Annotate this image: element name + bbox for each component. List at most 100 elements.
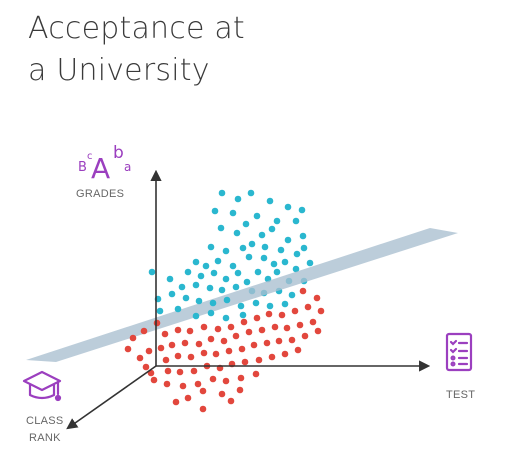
rejected-point (168, 341, 176, 349)
graduation-cap-icon (22, 370, 62, 402)
accepted-point (233, 229, 241, 237)
rejected-point (161, 330, 169, 338)
accepted-point (182, 294, 190, 302)
rejected-point (255, 356, 263, 364)
class-rank-label-line-1: CLASS (26, 415, 64, 427)
rejected-point (179, 382, 187, 390)
title-line-1: Acceptance at (28, 11, 245, 46)
title-line-2: a University (28, 53, 210, 88)
accepted-point (292, 265, 300, 273)
rejected-point (190, 367, 198, 375)
accepted-point (306, 259, 314, 267)
accepted-point (174, 305, 182, 313)
rejected-point (278, 311, 286, 319)
accepted-point (209, 299, 217, 307)
rejected-point (314, 327, 322, 335)
grades-letter-c: c (87, 151, 93, 162)
rejected-point (241, 358, 249, 366)
test-checklist-icon (445, 332, 473, 372)
accepted-point (232, 283, 240, 291)
accepted-point (168, 290, 176, 298)
rejected-point (129, 334, 137, 342)
rejected-point (258, 326, 266, 334)
rejected-point (164, 367, 172, 375)
accepted-point (248, 240, 256, 248)
rejected-point (195, 340, 203, 348)
accepted-point (197, 272, 205, 280)
rejected-point (237, 374, 245, 382)
accepted-point (258, 231, 266, 239)
rejected-point (184, 394, 192, 402)
accepted-point (217, 224, 225, 232)
rejected-point (317, 307, 325, 315)
rejected-point (199, 405, 207, 413)
rejected-point (294, 346, 302, 354)
rejected-point (153, 319, 161, 327)
accepted-point (222, 314, 230, 322)
accepted-point (207, 309, 215, 317)
accepted-point (192, 258, 200, 266)
accepted-point (299, 232, 307, 240)
accepted-point (218, 189, 226, 197)
accepted-point (281, 258, 289, 266)
accepted-point (184, 268, 192, 276)
rejected-point (301, 332, 309, 340)
decision-plane (26, 228, 458, 362)
accepted-point (270, 260, 278, 268)
accepted-point (229, 209, 237, 217)
rejected-point (194, 380, 202, 388)
grades-label: GRADES (76, 188, 124, 200)
accepted-point (234, 195, 242, 203)
rejected-point (250, 341, 258, 349)
accepted-point (222, 247, 230, 255)
rejected-point (263, 339, 271, 347)
grades-letter-B: B (78, 160, 87, 175)
rejected-point (209, 375, 217, 383)
accepted-point (273, 217, 281, 225)
rejected-point (199, 387, 207, 395)
rejected-point (220, 337, 228, 345)
rejected-point (291, 307, 299, 315)
rejected-point (150, 376, 158, 384)
rejected-point (218, 390, 226, 398)
accepted-point (292, 217, 300, 225)
accepted-point (268, 225, 276, 233)
rejected-point (162, 356, 170, 364)
accepted-point (243, 278, 251, 286)
accepted-point (266, 302, 274, 310)
accepted-point (253, 212, 261, 220)
accepted-point (284, 236, 292, 244)
accepted-point (254, 268, 262, 276)
accepted-point (277, 246, 285, 254)
rejected-point (304, 303, 312, 311)
rejected-point (281, 350, 289, 358)
accepted-point (192, 281, 200, 289)
grades-letter-a: a (124, 160, 131, 174)
accepted-point (192, 312, 200, 320)
accepted-point (239, 311, 247, 319)
accepted-point (281, 300, 289, 308)
rejected-point (163, 380, 171, 388)
rejected-point (236, 386, 244, 394)
accepted-point (234, 269, 242, 277)
accepted-point (284, 203, 292, 211)
accepted-point (288, 291, 296, 299)
rejected-point (222, 377, 230, 385)
rejected-point (157, 344, 165, 352)
rejected-point (271, 323, 279, 331)
rejected-point (140, 327, 148, 335)
rejected-point (181, 339, 189, 347)
rejected-point (200, 323, 208, 331)
rejected-point (187, 353, 195, 361)
accepted-point (195, 297, 203, 305)
rejected-point (186, 327, 194, 335)
rejected-point (136, 354, 144, 362)
accepted-point (202, 262, 210, 270)
rejected-point (275, 337, 283, 345)
accepted-point (156, 307, 164, 315)
accepted-point (218, 286, 226, 294)
rejected-point (172, 398, 180, 406)
accepted-point (252, 299, 260, 307)
rejected-point (253, 314, 261, 322)
